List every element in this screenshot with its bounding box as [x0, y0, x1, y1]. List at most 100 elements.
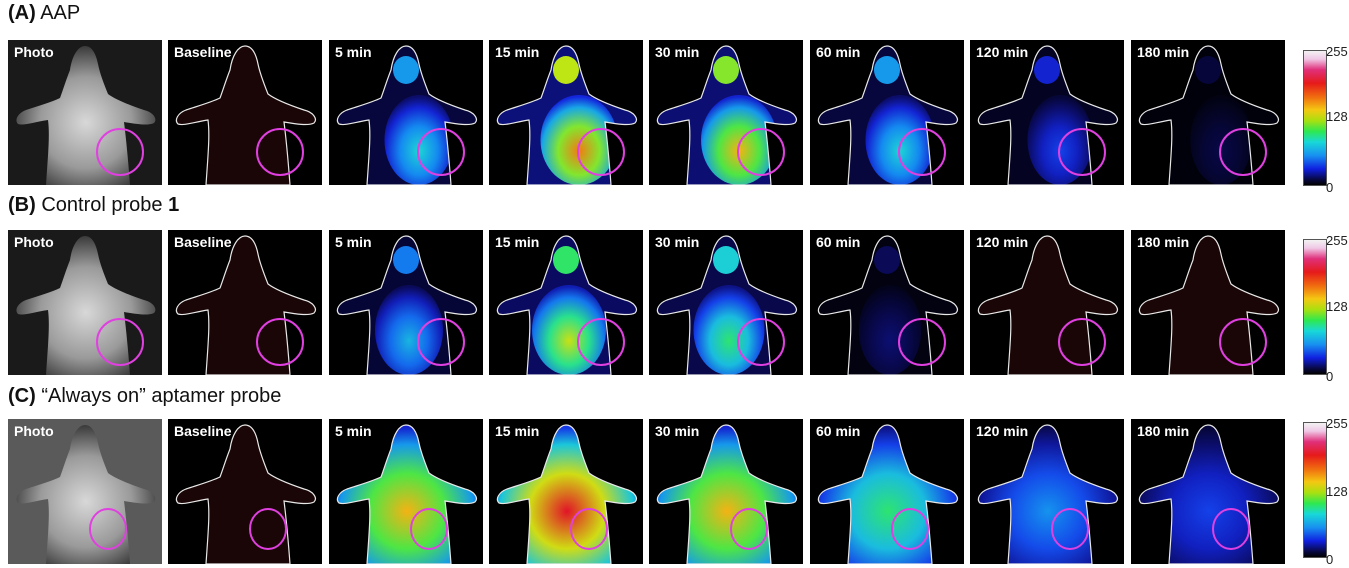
colorbar-c-mid: 128 — [1326, 484, 1348, 499]
tumor-roi-circle — [570, 508, 608, 550]
mouse-photo — [16, 46, 156, 185]
mouse-outline — [656, 235, 797, 375]
mouse-outline — [175, 235, 316, 375]
panel-image — [977, 45, 1118, 185]
fluorescence-signal — [1139, 425, 1279, 564]
panel-b-1: Baseline — [168, 230, 322, 375]
panel-c-4: 30 min — [649, 419, 803, 564]
panel-time-label: 120 min — [976, 44, 1029, 60]
panel-time-label: 5 min — [335, 234, 372, 250]
panel-image — [1138, 424, 1279, 564]
mouse-outline — [656, 424, 797, 564]
mouse-outline — [336, 424, 477, 564]
panel-c-1: Baseline — [168, 419, 322, 564]
row-b-title-prefix: (B) — [8, 194, 36, 216]
colorbar-a-min: 0 — [1326, 180, 1334, 195]
panel-time-label: Baseline — [174, 423, 232, 439]
panel-image — [175, 424, 316, 564]
colorbar-b-mid: 128 — [1326, 299, 1348, 314]
panel-image — [496, 45, 637, 185]
tumor-roi-circle — [577, 318, 625, 366]
tumor-roi-circle — [256, 128, 304, 176]
panel-b-5: 60 min — [810, 230, 964, 375]
panel-time-label: 30 min — [655, 234, 700, 250]
panel-time-label: Baseline — [174, 44, 232, 60]
tumor-roi-circle — [1219, 128, 1267, 176]
mouse-outline — [817, 235, 958, 375]
panel-time-label: 120 min — [976, 423, 1029, 439]
panel-image — [656, 235, 797, 375]
panel-c-3: 15 min — [489, 419, 643, 564]
mouse-outline — [1138, 235, 1279, 375]
panel-a-0: Photo — [8, 40, 162, 185]
row-a-title: (A) AAP — [8, 2, 80, 25]
row-c-title: (C) “Always on” aptamer probe — [8, 385, 281, 408]
panel-time-label: 180 min — [1137, 44, 1190, 60]
panel-c-6: 120 min — [970, 419, 1124, 564]
panel-image — [8, 40, 162, 185]
panel-a-2: 5 min — [329, 40, 483, 185]
tumor-roi-circle — [891, 508, 929, 550]
panel-time-label: 15 min — [495, 44, 540, 60]
tumor-roi-circle — [737, 128, 785, 176]
panel-c-0: Photo — [8, 419, 162, 564]
panel-time-label: 60 min — [816, 44, 861, 60]
mouse-outline — [336, 235, 477, 375]
fluorescence-signal — [497, 425, 637, 564]
panel-time-label: Photo — [14, 44, 54, 60]
panel-a-7: 180 min — [1131, 40, 1285, 185]
panel-image — [175, 235, 316, 375]
panel-image — [656, 424, 797, 564]
fluorescence-signal — [337, 425, 477, 564]
panel-a-5: 60 min — [810, 40, 964, 185]
panel-time-label: Photo — [14, 234, 54, 250]
panel-time-label: 15 min — [495, 234, 540, 250]
tumor-roi-circle — [96, 318, 144, 366]
panel-time-label: 30 min — [655, 423, 700, 439]
panel-b-7: 180 min — [1131, 230, 1285, 375]
panel-image — [817, 424, 958, 564]
row-b-title-bold: 1 — [168, 194, 180, 216]
panel-time-label: Baseline — [174, 234, 232, 250]
panel-image — [336, 424, 477, 564]
row-c-title-prefix: (C) — [8, 385, 36, 407]
panel-time-label: 120 min — [976, 234, 1029, 250]
fluorescence-signal — [657, 425, 797, 564]
panel-image — [817, 45, 958, 185]
panel-image — [8, 419, 162, 564]
tumor-roi-circle — [1219, 318, 1267, 366]
colorbar-b-min: 0 — [1326, 369, 1334, 384]
panel-image — [496, 424, 637, 564]
tumor-roi-circle — [256, 318, 304, 366]
colorbar-c-min: 0 — [1326, 552, 1334, 567]
row-b-title: (B) Control probe 1 — [8, 194, 179, 217]
mouse-outline — [1138, 424, 1279, 564]
panel-image — [977, 235, 1118, 375]
mouse-outline — [817, 45, 958, 185]
mouse-outline — [336, 45, 477, 185]
row-b-title-text: Control probe — [35, 194, 169, 216]
panel-time-label: 15 min — [495, 423, 540, 439]
colorbar-a-max: 255 — [1326, 44, 1348, 59]
tumor-roi-circle — [1058, 128, 1106, 176]
fluorescence-signal — [818, 425, 958, 564]
panel-image — [8, 230, 162, 375]
panel-b-3: 15 min — [489, 230, 643, 375]
mouse-outline — [656, 45, 797, 185]
tumor-roi-circle — [96, 128, 144, 176]
tumor-roi-circle — [730, 508, 768, 550]
panel-image — [817, 235, 958, 375]
panel-c-5: 60 min — [810, 419, 964, 564]
mouse-outline — [977, 235, 1118, 375]
panel-image — [175, 45, 316, 185]
panel-b-0: Photo — [8, 230, 162, 375]
colorbar-a-mid: 128 — [1326, 109, 1348, 124]
tumor-roi-circle — [577, 128, 625, 176]
tumor-roi-circle — [1051, 508, 1089, 550]
row-c-title-text: “Always on” aptamer probe — [35, 385, 282, 407]
panel-c-2: 5 min — [329, 419, 483, 564]
panel-a-3: 15 min — [489, 40, 643, 185]
mouse-outline — [1138, 45, 1279, 185]
fluorescence-signal — [978, 425, 1118, 564]
panel-c-7: 180 min — [1131, 419, 1285, 564]
